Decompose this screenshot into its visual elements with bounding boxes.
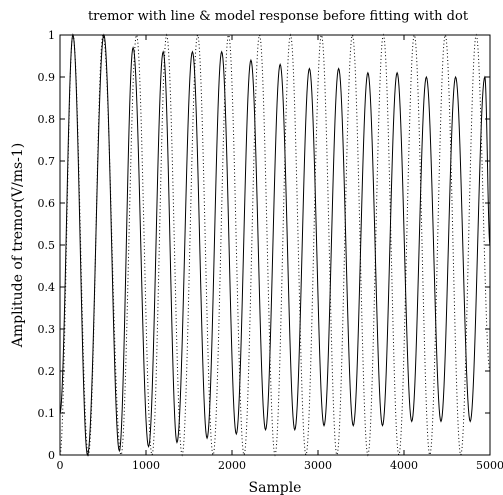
axis-ticks: 0 1000 2000 3000 4000 5000 0 0.1 0.2 0.3 0.4 0.5 0.6…	[38, 29, 503, 472]
x-tick-label: 1000	[132, 459, 160, 472]
y-tick-label: 1	[48, 29, 55, 42]
x-tick-label: 5000	[476, 459, 503, 472]
y-tick-label: 0.3	[38, 323, 56, 336]
y-tick-label: 0	[48, 449, 55, 462]
y-tick-label: 0.4	[38, 281, 56, 294]
x-axis-label: Sample	[249, 480, 302, 495]
x-tick-label: 2000	[218, 459, 246, 472]
x-tick-label: 3000	[304, 459, 332, 472]
y-tick-label: 0.2	[38, 365, 56, 378]
y-tick-label: 0.5	[38, 239, 56, 252]
y-tick-label: 0.8	[38, 113, 56, 126]
x-tick-label: 0	[57, 459, 64, 472]
x-tick-label: 4000	[390, 459, 418, 472]
tremor-line	[59, 33, 491, 457]
y-tick-label: 0.9	[38, 71, 56, 84]
model-response-line	[59, 33, 491, 457]
plot-area	[59, 34, 491, 456]
chart-title: tremor with line & model response before…	[88, 9, 469, 24]
y-tick-label: 0.7	[38, 155, 56, 168]
series-layer	[59, 33, 491, 457]
y-axis-label: Amplitude of tremor(V/ms-1)	[10, 143, 26, 349]
y-tick-label: 0.1	[38, 407, 56, 420]
y-tick-label: 0.6	[38, 197, 56, 210]
